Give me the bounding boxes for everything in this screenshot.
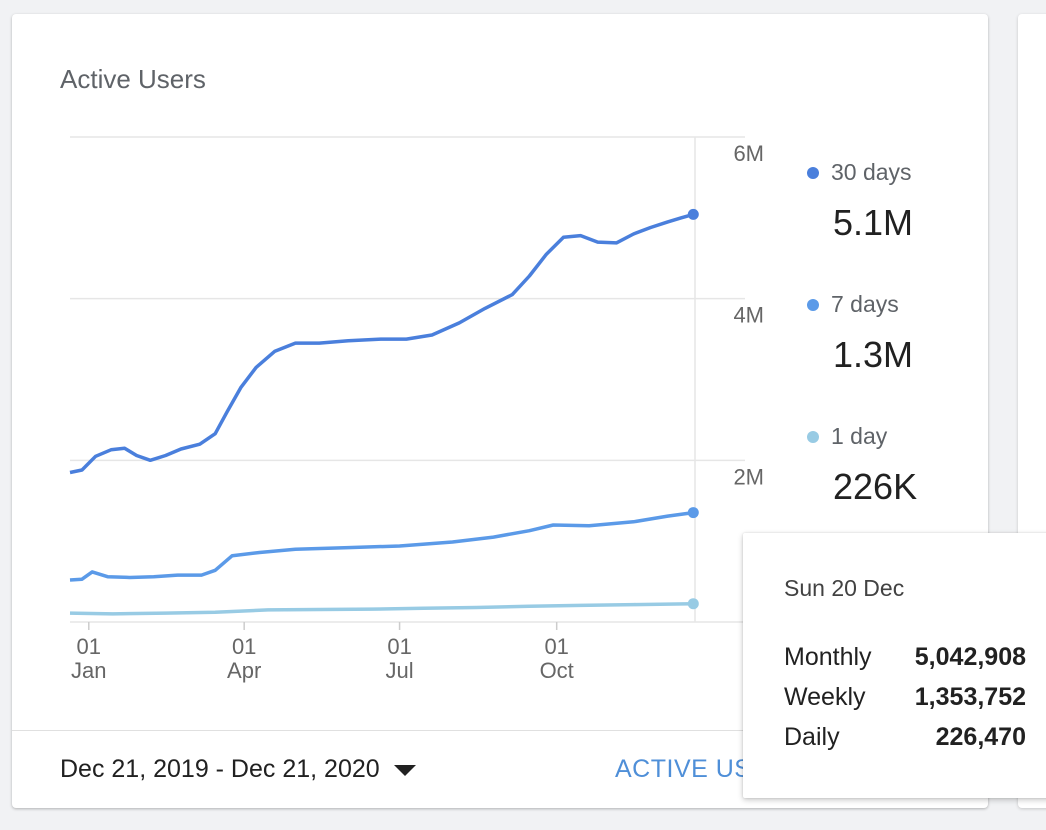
legend-30-days: 30 days 5.1M [807,159,997,244]
card-title: Active Users [60,64,206,94]
x-tick-month: Oct [540,658,574,683]
series-line-7-days [69,510,694,582]
tooltip-row-value: 5,042,908 [914,643,1026,671]
tooltip-row-name: Weekly [784,683,866,711]
dropdown-caret-icon [393,765,416,776]
series-line-30-days [69,212,694,475]
legend-value: 1.3M [833,334,914,375]
series-end-point-7-days [687,507,699,519]
legend-value: 5.1M [833,202,914,243]
tooltip-row-daily: Daily 226,470 [784,723,1026,752]
tooltip-row-value: 226,470 [935,723,1026,751]
date-range-dropdown[interactable]: Dec 21, 2019 - Dec 21, 2020 [60,755,416,784]
legend-label: 30 days [831,159,912,185]
tooltip-row-value: 1,353,752 [914,683,1026,711]
y-tick-label: 2M [733,464,764,489]
legend-dot-30-days [807,166,819,179]
legend-label: 1 day [831,423,888,449]
active-users-card: Active Users 02M4M6M 01Jan01Apr01Jul01Oc… [12,14,988,808]
x-tick-day: 01 [232,634,256,659]
legend-1-day: 1 day 226K [807,423,997,508]
legend-value: 226K [833,466,918,507]
legend-7-days: 7 days 1.3M [807,291,997,376]
footer-divider [12,730,988,731]
x-tick-month: Apr [227,658,261,683]
y-tick-label: 4M [733,303,764,328]
tooltip-row-name: Daily [784,723,840,751]
legend-label: 7 days [831,291,899,317]
y-tick-label: 6M [733,141,764,166]
tooltip-row-name: Monthly [784,643,872,671]
series-end-point-1-day [687,598,699,610]
tooltip-row-weekly: Weekly 1,353,752 [784,683,1026,712]
tooltip-date: Sun 20 Dec [784,575,905,601]
legend-dot-1-day [807,430,819,443]
legend-dot-7-days [807,298,819,311]
tooltip-row-monthly: Monthly 5,042,908 [784,643,1026,672]
chart-tooltip: Sun 20 Dec Monthly 5,042,908 Weekly 1,35… [743,533,1046,798]
x-tick-day: 01 [544,634,568,659]
series-end-point-30-days [687,208,699,220]
x-tick-day: 01 [77,634,101,659]
x-tick-day: 01 [387,634,411,659]
series-line-1-day [69,601,694,616]
x-tick-month: Jan [71,658,106,683]
x-tick-month: Jul [386,658,414,683]
date-range-label: Dec 21, 2019 - Dec 21, 2020 [60,755,380,783]
